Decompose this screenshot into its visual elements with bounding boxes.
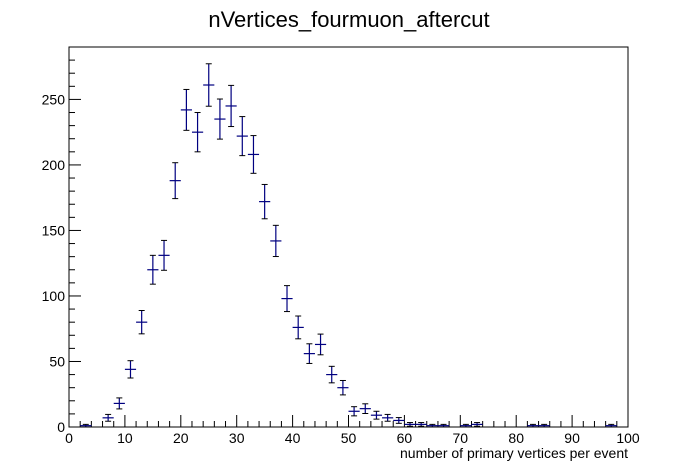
x-tick-label: 30 xyxy=(229,430,245,446)
data-point xyxy=(303,343,315,364)
data-point xyxy=(426,423,438,428)
data-point xyxy=(404,422,416,427)
axes: 0 10 20 30 40 50 60 70 80 90 100 0 50 100 150 200 250 xyxy=(42,46,640,446)
y-tick-label: 0 xyxy=(57,419,65,435)
y-tick-label: 200 xyxy=(42,157,66,173)
data-point xyxy=(337,379,349,396)
plot-frame xyxy=(68,46,629,428)
x-tick-label: 0 xyxy=(65,430,73,446)
data-point xyxy=(247,135,260,174)
data-point xyxy=(471,422,483,427)
data-point xyxy=(124,360,137,379)
x-tick-label: 40 xyxy=(285,430,301,446)
y-tick-label: 250 xyxy=(42,91,66,107)
data-point xyxy=(393,417,405,424)
data-point xyxy=(180,88,192,131)
data-point xyxy=(270,224,282,258)
data-points xyxy=(80,63,617,428)
data-point xyxy=(460,423,472,428)
data-point xyxy=(191,112,204,153)
data-point xyxy=(169,162,181,200)
data-point xyxy=(314,333,327,356)
data-point xyxy=(359,403,371,415)
data-point xyxy=(158,239,170,271)
data-point xyxy=(538,423,550,428)
data-point xyxy=(236,116,248,157)
data-point xyxy=(370,410,383,420)
data-point xyxy=(281,285,293,313)
x-tick-label: 80 xyxy=(508,430,524,446)
x-tick-label: 90 xyxy=(564,430,580,446)
data-point xyxy=(225,84,237,128)
y-tick-label: 50 xyxy=(49,353,65,369)
x-tick-label: 10 xyxy=(117,430,133,446)
data-point xyxy=(605,423,617,428)
x-tick-label: 100 xyxy=(616,430,640,446)
data-point xyxy=(292,315,304,340)
data-point xyxy=(348,406,360,417)
x-axis-title: number of primary vertices per event xyxy=(400,445,628,461)
data-point xyxy=(203,63,215,107)
data-point xyxy=(102,413,114,422)
y-tick-label: 100 xyxy=(42,288,66,304)
x-tick-label: 50 xyxy=(341,430,357,446)
x-tick-label: 60 xyxy=(397,430,413,446)
data-point xyxy=(415,422,427,427)
data-point xyxy=(259,183,271,220)
data-point xyxy=(136,310,148,335)
data-point xyxy=(382,413,394,422)
data-point xyxy=(113,397,125,410)
data-point xyxy=(214,98,226,140)
x-tick-label: 70 xyxy=(453,430,469,446)
x-tick-label: 20 xyxy=(173,430,189,446)
data-point xyxy=(147,254,159,285)
data-point xyxy=(437,423,450,428)
data-point xyxy=(527,423,539,428)
chart-title: nVertices_fourmuon_aftercut xyxy=(208,7,489,32)
y-tick-label: 150 xyxy=(42,222,66,238)
data-point xyxy=(326,365,338,384)
data-point xyxy=(80,423,92,428)
